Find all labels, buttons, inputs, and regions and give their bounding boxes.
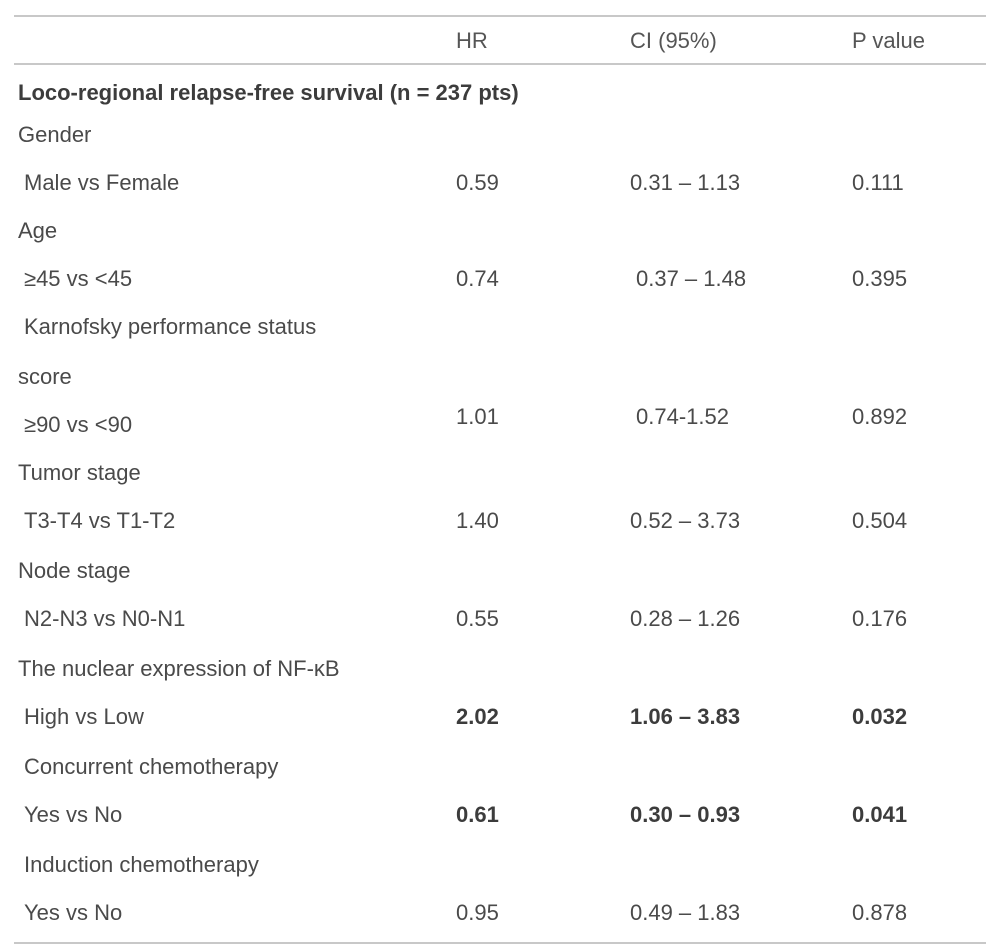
- row-ci-value: 0.37 – 1.48: [636, 266, 746, 292]
- row-hr-value: 0.59: [456, 170, 499, 196]
- column-header-p-value: P value: [852, 28, 925, 54]
- row-comparison-label: ≥90 vs <90: [24, 412, 132, 438]
- row-p-value: 0.032: [852, 704, 907, 730]
- row-group-label: Node stage: [18, 558, 131, 584]
- row-comparison-label: Male vs Female: [24, 170, 179, 196]
- table-row: Yes vs No 0.61 0.30 – 0.93 0.041: [0, 802, 1000, 850]
- row-ci-value: 0.30 – 0.93: [630, 802, 740, 828]
- table-row: Karnofsky performance status: [0, 314, 1000, 362]
- row-group-label: Age: [18, 218, 57, 244]
- row-hr-value: 1.01: [456, 404, 499, 430]
- row-ci-value: 0.49 – 1.83: [630, 900, 740, 926]
- row-group-label: Tumor stage: [18, 460, 141, 486]
- row-ci-value: 1.06 – 3.83: [630, 704, 740, 730]
- row-ci-value: 0.52 – 3.73: [630, 508, 740, 534]
- table-bottom-rule: [14, 942, 986, 944]
- row-group-label: Karnofsky performance status: [24, 314, 316, 340]
- column-header-ci: CI (95%): [630, 28, 717, 54]
- column-header-hr: HR: [456, 28, 488, 54]
- row-hr-value: 0.61: [456, 802, 499, 828]
- row-group-label: Gender: [18, 122, 91, 148]
- row-group-label: Concurrent chemotherapy: [24, 754, 278, 780]
- row-p-value: 0.892: [852, 404, 907, 430]
- row-group-label-continued: score: [18, 364, 72, 390]
- row-comparison-label: Yes vs No: [24, 802, 122, 828]
- row-p-value: 0.041: [852, 802, 907, 828]
- table-row: Male vs Female 0.59 0.31 – 1.13 0.111: [0, 170, 1000, 218]
- row-hr-value: 0.74: [456, 266, 499, 292]
- table-row: ≥45 vs <45 0.74 0.37 – 1.48 0.395: [0, 266, 1000, 314]
- table-row: Induction chemotherapy: [0, 852, 1000, 900]
- row-p-value: 0.395: [852, 266, 907, 292]
- row-p-value: 0.878: [852, 900, 907, 926]
- table-top-rule: [14, 15, 986, 17]
- row-p-value: 0.176: [852, 606, 907, 632]
- table-row: ≥90 vs <90 1.01 0.74-1.52 0.892: [0, 404, 1000, 452]
- section-title: Loco-regional relapse-free survival (n =…: [18, 80, 519, 106]
- table-row: Gender: [0, 122, 1000, 170]
- table-row: Concurrent chemotherapy: [0, 754, 1000, 802]
- row-group-label: Induction chemotherapy: [24, 852, 259, 878]
- row-hr-value: 0.95: [456, 900, 499, 926]
- row-hr-value: 0.55: [456, 606, 499, 632]
- row-comparison-label: High vs Low: [24, 704, 144, 730]
- row-group-label: The nuclear expression of NF-κB: [18, 656, 340, 682]
- row-comparison-label: T3-T4 vs T1-T2: [24, 508, 175, 534]
- table-row: The nuclear expression of NF-κB: [0, 656, 1000, 704]
- table-row: High vs Low 2.02 1.06 – 3.83 0.032: [0, 704, 1000, 752]
- row-p-value: 0.504: [852, 508, 907, 534]
- table-row: Tumor stage: [0, 460, 1000, 508]
- row-p-value: 0.111: [852, 170, 904, 196]
- table-row: T3-T4 vs T1-T2 1.40 0.52 – 3.73 0.504: [0, 508, 1000, 556]
- row-ci-value: 0.31 – 1.13: [630, 170, 740, 196]
- row-ci-value: 0.28 – 1.26: [630, 606, 740, 632]
- row-comparison-label: N2-N3 vs N0-N1: [24, 606, 185, 632]
- row-comparison-label: ≥45 vs <45: [24, 266, 132, 292]
- section-title-row: Loco-regional relapse-free survival (n =…: [0, 80, 1000, 128]
- table-row: Age: [0, 218, 1000, 266]
- row-hr-value: 2.02: [456, 704, 499, 730]
- row-hr-value: 1.40: [456, 508, 499, 534]
- table-row: N2-N3 vs N0-N1 0.55 0.28 – 1.26 0.176: [0, 606, 1000, 654]
- header-rule: [14, 63, 986, 65]
- row-ci-value: 0.74-1.52: [636, 404, 729, 430]
- table-row: Yes vs No 0.95 0.49 – 1.83 0.878: [0, 900, 1000, 948]
- row-comparison-label: Yes vs No: [24, 900, 122, 926]
- table-row: Node stage: [0, 558, 1000, 606]
